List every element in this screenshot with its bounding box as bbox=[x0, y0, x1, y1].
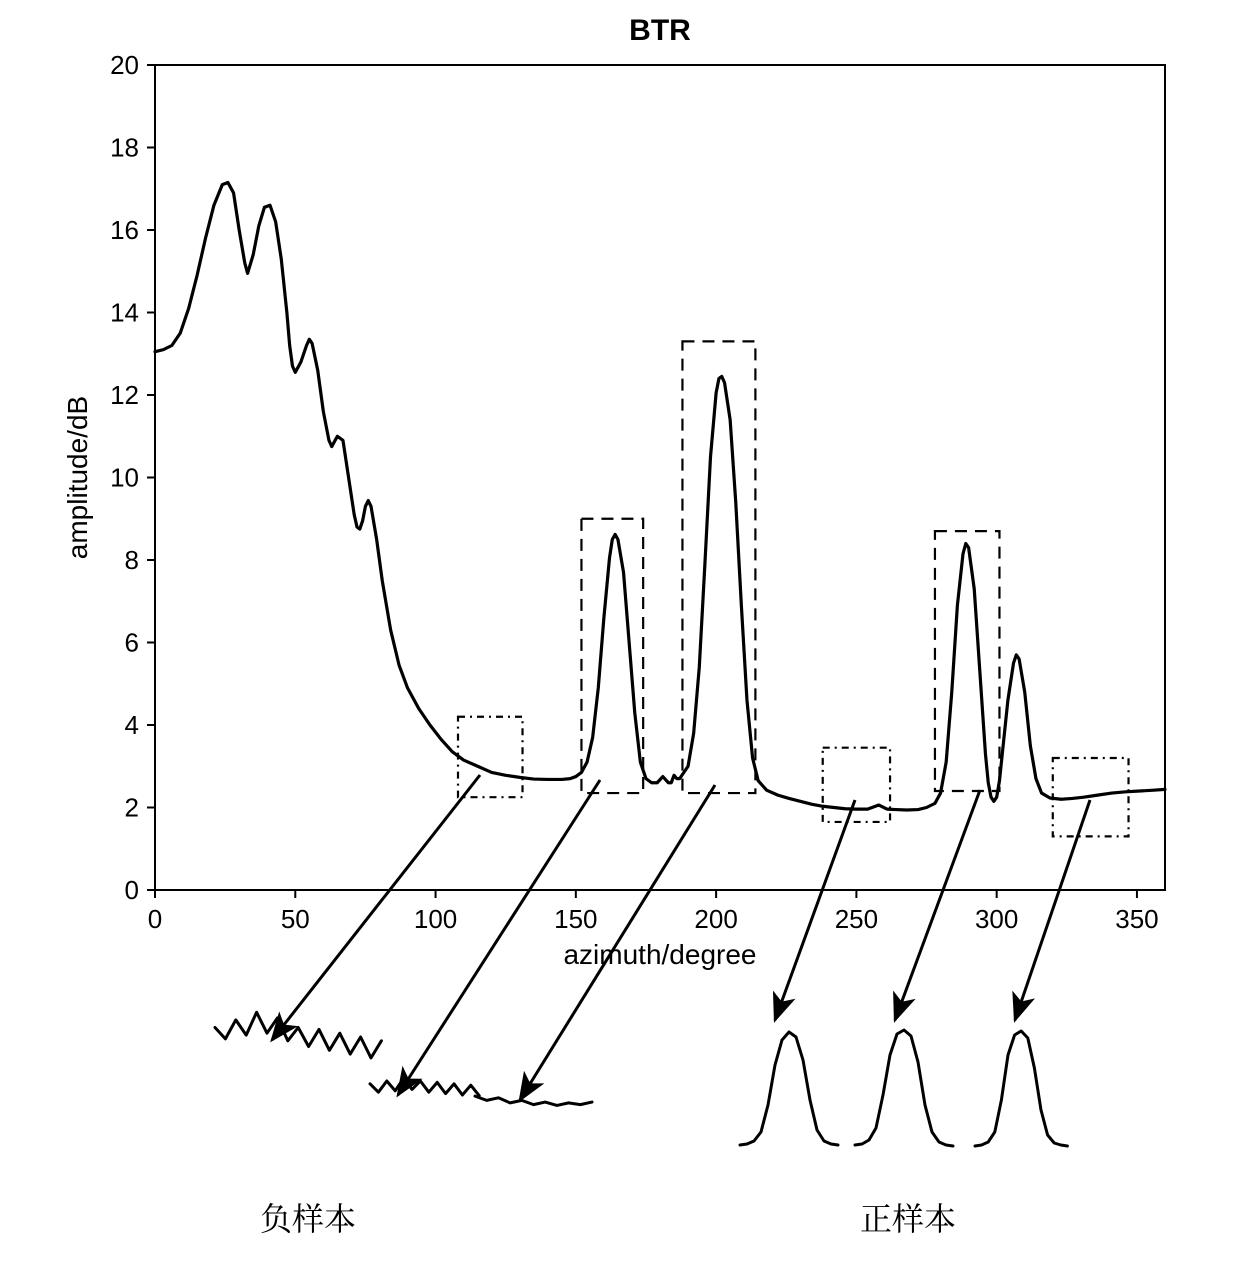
y-tick-label: 4 bbox=[125, 710, 139, 740]
highlight-box bbox=[935, 531, 1000, 791]
x-tick-label: 250 bbox=[835, 904, 878, 934]
chart-title: BTR bbox=[629, 14, 691, 47]
positive-sample-curve bbox=[740, 1032, 838, 1145]
y-tick-label: 12 bbox=[110, 380, 139, 410]
y-tick-label: 14 bbox=[110, 298, 139, 328]
negative-sample-label: 负样本 bbox=[260, 1194, 356, 1240]
highlight-box bbox=[458, 717, 523, 797]
x-tick-label: 300 bbox=[975, 904, 1018, 934]
negative-sample-curve bbox=[370, 1078, 479, 1096]
y-tick-label: 8 bbox=[125, 545, 139, 575]
plot-frame bbox=[155, 65, 1165, 890]
negative-sample-curve bbox=[215, 1012, 381, 1058]
positive-sample-curve bbox=[975, 1031, 1067, 1146]
x-tick-label: 200 bbox=[694, 904, 737, 934]
annotation-arrow bbox=[895, 790, 980, 1020]
positive-sample-label: 正样本 bbox=[860, 1194, 956, 1240]
main-line bbox=[155, 183, 1165, 810]
positive-sample-curve bbox=[855, 1030, 953, 1146]
y-tick-label: 6 bbox=[125, 628, 139, 658]
x-tick-label: 150 bbox=[554, 904, 597, 934]
y-tick-label: 2 bbox=[125, 793, 139, 823]
highlight-box bbox=[823, 748, 890, 822]
x-tick-label: 0 bbox=[148, 904, 162, 934]
y-tick-label: 10 bbox=[110, 463, 139, 493]
y-tick-label: 0 bbox=[125, 875, 139, 905]
x-tick-label: 100 bbox=[414, 904, 457, 934]
y-axis-label: amplitude/dB bbox=[62, 396, 93, 559]
x-tick-label: 350 bbox=[1115, 904, 1158, 934]
x-axis-label: azimuth/degree bbox=[563, 939, 756, 970]
x-tick-label: 50 bbox=[281, 904, 310, 934]
y-tick-label: 16 bbox=[110, 215, 139, 245]
negative-sample-curve bbox=[475, 1096, 592, 1105]
y-tick-label: 20 bbox=[110, 50, 139, 80]
figure-root: 0 50 100 150 200 250 300 350 0 2 4 6 8 10 12 14 16 18 20 BT… bbox=[0, 0, 1240, 1273]
annotation-arrow bbox=[398, 780, 600, 1095]
y-tick-label: 18 bbox=[110, 133, 139, 163]
